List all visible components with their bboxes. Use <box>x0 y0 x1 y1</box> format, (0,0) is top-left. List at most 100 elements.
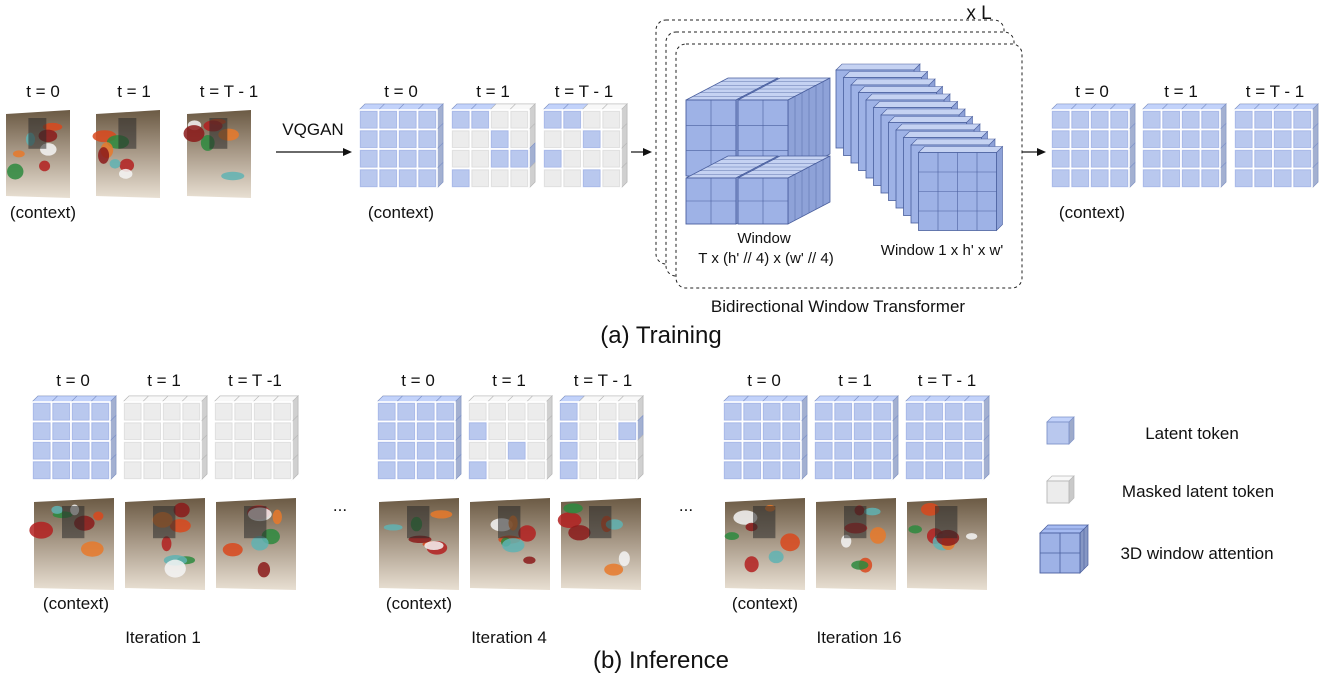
token-bevel <box>743 422 761 440</box>
latent-token <box>1069 167 1091 189</box>
token-bevel <box>602 130 620 148</box>
masked-token <box>469 148 491 170</box>
latent-token <box>1180 167 1202 189</box>
token-bevel <box>1091 130 1109 148</box>
latent-token <box>558 459 580 481</box>
latent-token <box>70 420 92 442</box>
token-bevel <box>399 150 417 168</box>
vqgan-arrow <box>276 148 352 156</box>
token-bevel <box>378 422 396 440</box>
masked-token <box>525 440 547 462</box>
latent-token <box>832 440 854 462</box>
token-bevel <box>724 442 742 460</box>
token-bevel <box>273 403 291 421</box>
latent-token <box>467 420 489 442</box>
latent-token <box>581 167 603 189</box>
latent-token <box>1141 167 1163 189</box>
token-bevel <box>508 403 526 421</box>
slice-top <box>850 78 936 86</box>
iter1-frame-0 <box>29 498 114 590</box>
token-bevel <box>854 403 872 421</box>
latent-token <box>434 420 456 442</box>
frame-object <box>29 521 54 539</box>
token-bevel <box>91 422 109 440</box>
latent-token <box>1089 167 1111 189</box>
frame-object <box>780 533 800 552</box>
iter4-frame-1 <box>470 498 550 590</box>
masked-token <box>600 128 622 150</box>
iter1-tokens-0 <box>31 395 117 481</box>
latent-token <box>923 401 945 423</box>
token-bevel <box>1143 150 1161 168</box>
token-bevel <box>1182 130 1200 148</box>
latent-token <box>1089 109 1111 131</box>
token-bevel <box>906 403 924 421</box>
frame-object <box>724 532 740 540</box>
latent-token <box>852 459 874 481</box>
frame-object <box>920 502 940 516</box>
frame-object <box>430 510 453 519</box>
iter4-label-2: t = T - 1 <box>573 371 633 390</box>
token-bevel <box>33 461 51 479</box>
latent-token <box>50 459 72 481</box>
masked-token <box>252 440 274 462</box>
latent-token <box>1180 109 1202 131</box>
legend-cube-side <box>1068 475 1075 504</box>
token-bevel <box>560 403 578 421</box>
frame-robot-arm <box>935 506 958 539</box>
masked-token <box>489 167 511 189</box>
frame-object <box>604 563 624 576</box>
latent-token <box>358 109 380 131</box>
token-bevel <box>182 422 200 440</box>
token-bevel <box>1293 150 1311 168</box>
token-bevel <box>52 403 70 421</box>
token-bevel <box>1235 111 1253 129</box>
token-bevel <box>544 150 562 168</box>
token-bevel <box>599 422 617 440</box>
token-bevel <box>763 403 781 421</box>
latent-token <box>780 440 802 462</box>
latent-token <box>467 459 489 481</box>
token-bevel <box>234 442 252 460</box>
masked-token <box>141 420 163 442</box>
iter4-frame-0 <box>379 498 459 590</box>
token-bevel <box>418 169 436 187</box>
token-bevel <box>763 422 781 440</box>
latent-token <box>813 459 835 481</box>
latent-token <box>1180 148 1202 170</box>
latent-token <box>1141 128 1163 150</box>
frame-object <box>7 163 24 180</box>
masked-token <box>597 440 619 462</box>
masked-token <box>508 128 530 150</box>
legend-masked-icon <box>1046 475 1075 504</box>
masked-token <box>180 440 202 462</box>
slice-side <box>996 145 1003 232</box>
frame-object <box>80 541 104 557</box>
token-bevel <box>599 442 617 460</box>
token-bevel <box>1274 130 1292 148</box>
masked-token <box>180 420 202 442</box>
latent-token <box>741 440 763 462</box>
masked-token <box>232 459 254 481</box>
token-bevel <box>471 130 489 148</box>
frame-object <box>851 560 869 570</box>
latent-token <box>1272 109 1294 131</box>
masked-token <box>561 128 583 150</box>
latent-token <box>561 109 583 131</box>
latent-token <box>1252 148 1274 170</box>
token-bevel <box>854 422 872 440</box>
masked-token <box>232 420 254 442</box>
token-bevel <box>182 442 200 460</box>
token-bevel <box>378 403 396 421</box>
latent-token <box>377 148 399 170</box>
token-bevel <box>452 130 470 148</box>
masked-token <box>467 401 489 423</box>
frame-object <box>118 168 133 179</box>
token-bevel <box>1235 130 1253 148</box>
latent-token <box>434 440 456 462</box>
token-bevel <box>1052 169 1070 187</box>
masked-token <box>506 420 528 442</box>
latent-token <box>395 420 417 442</box>
latent-token <box>489 128 511 150</box>
iter16-label-0: t = 0 <box>747 371 781 390</box>
